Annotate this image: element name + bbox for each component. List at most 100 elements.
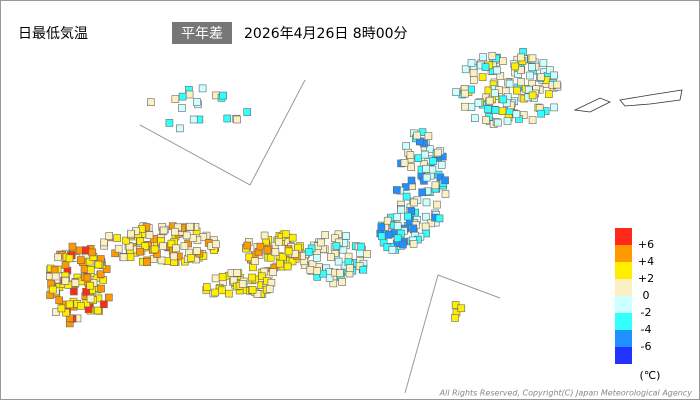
station — [167, 239, 176, 248]
legend-label: -2 — [641, 306, 652, 319]
station — [266, 253, 275, 262]
station — [425, 145, 434, 153]
station — [526, 71, 534, 80]
station — [460, 102, 469, 111]
legend-swatch — [615, 347, 632, 364]
badge-bg — [172, 22, 232, 44]
station — [433, 148, 442, 157]
station — [256, 242, 265, 251]
station — [474, 99, 483, 107]
station — [288, 233, 297, 242]
station — [219, 91, 227, 100]
station — [393, 222, 402, 230]
station — [147, 98, 155, 106]
islands-outline — [573, 89, 683, 113]
station — [524, 85, 533, 94]
station — [172, 244, 180, 253]
station — [488, 52, 497, 60]
station — [77, 256, 85, 265]
legend-swatch — [615, 279, 632, 296]
station — [482, 116, 490, 124]
station — [170, 252, 178, 261]
station — [96, 270, 105, 279]
station — [393, 213, 401, 221]
station — [441, 190, 450, 198]
station — [86, 294, 95, 303]
station — [180, 242, 189, 250]
station — [402, 142, 410, 150]
legend-label: +2 — [638, 272, 654, 285]
station — [406, 151, 415, 159]
station — [537, 109, 546, 118]
station — [54, 253, 62, 262]
station — [218, 286, 226, 295]
station — [418, 188, 427, 197]
station — [159, 242, 167, 250]
station — [218, 272, 227, 281]
station — [82, 246, 90, 254]
station — [145, 231, 154, 239]
station — [143, 258, 151, 267]
station — [187, 254, 195, 262]
station — [203, 283, 211, 291]
station — [402, 192, 411, 201]
station — [539, 59, 548, 68]
station — [377, 223, 386, 231]
station — [334, 257, 343, 266]
station — [424, 132, 433, 140]
station — [399, 240, 407, 249]
station — [136, 247, 144, 256]
station — [126, 253, 135, 261]
station — [410, 198, 418, 207]
station — [265, 285, 274, 293]
station — [467, 103, 476, 111]
station — [52, 308, 60, 317]
station — [61, 260, 70, 269]
station — [57, 304, 66, 313]
station — [421, 222, 430, 231]
station — [494, 118, 502, 127]
station — [342, 232, 351, 240]
station — [359, 265, 368, 274]
station — [414, 154, 423, 162]
station — [122, 236, 130, 245]
station — [243, 241, 252, 250]
copyright: All Rights Reserved, Copyright(C) Japan … — [439, 389, 693, 398]
station — [211, 274, 220, 283]
legend-swatch — [615, 228, 632, 245]
station — [357, 242, 365, 251]
station — [55, 296, 64, 305]
station — [512, 110, 521, 119]
station — [176, 124, 184, 133]
station — [467, 59, 476, 67]
station — [392, 186, 401, 194]
station — [159, 226, 168, 235]
station — [407, 163, 416, 171]
station — [178, 92, 187, 101]
station — [283, 262, 292, 271]
station — [517, 78, 526, 86]
station — [457, 304, 466, 313]
station — [141, 242, 149, 250]
station — [553, 80, 561, 89]
station — [409, 240, 418, 248]
station — [461, 65, 470, 74]
station — [498, 107, 507, 115]
station — [248, 273, 256, 282]
legend-swatch — [615, 262, 632, 279]
station — [356, 249, 365, 257]
legend-swatch — [615, 330, 632, 347]
station — [327, 253, 335, 261]
station — [421, 150, 429, 159]
station — [233, 115, 241, 124]
station — [313, 266, 321, 275]
station — [178, 104, 186, 112]
station — [105, 293, 113, 302]
station — [51, 272, 60, 281]
station — [346, 264, 354, 272]
station — [312, 254, 321, 262]
station — [114, 244, 123, 253]
station — [251, 257, 259, 266]
station — [437, 161, 446, 169]
